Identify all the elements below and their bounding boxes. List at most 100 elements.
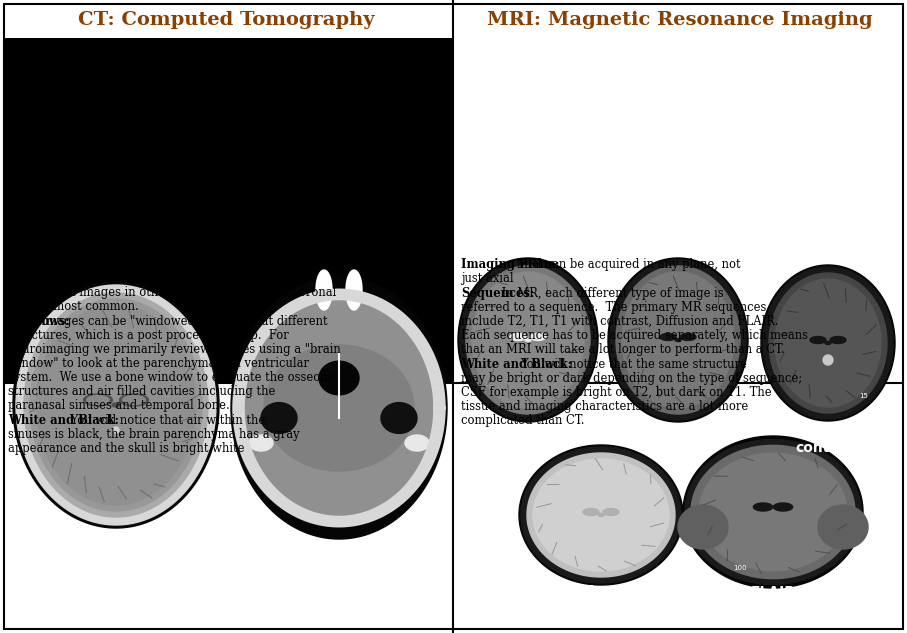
Text: In MR, each different type of image is: In MR, each different type of image is xyxy=(498,287,724,300)
Text: MRI: Magnetic Resonance Imaging: MRI: Magnetic Resonance Imaging xyxy=(487,11,873,29)
Text: appearance and the skull is bright white: appearance and the skull is bright white xyxy=(8,442,245,455)
Polygon shape xyxy=(533,459,669,571)
Text: Windows:: Windows: xyxy=(8,315,70,328)
Text: CT images are acquired only in the axial: CT images are acquired only in the axial xyxy=(60,258,300,271)
Polygon shape xyxy=(319,361,359,395)
Polygon shape xyxy=(823,355,833,365)
Polygon shape xyxy=(264,345,414,471)
Text: Imaging Plane:: Imaging Plane: xyxy=(461,258,560,271)
Text: T2: T2 xyxy=(518,428,538,442)
Text: paranasal sinuses and temporal bone.: paranasal sinuses and temporal bone. xyxy=(8,399,229,412)
Polygon shape xyxy=(603,508,619,515)
Text: T1 with
contrast: T1 with contrast xyxy=(795,425,861,455)
Polygon shape xyxy=(87,396,109,404)
Text: plane.  The axial data set can then be used to: plane. The axial data set can then be us… xyxy=(8,272,274,285)
Text: complicated than CT.: complicated than CT. xyxy=(461,414,584,427)
Polygon shape xyxy=(583,508,599,515)
Text: neuroimaging we primarily review images using a "brain: neuroimaging we primarily review images … xyxy=(8,343,341,356)
Text: are the most common.: are the most common. xyxy=(8,300,139,313)
Polygon shape xyxy=(316,270,332,310)
Polygon shape xyxy=(608,258,748,422)
Polygon shape xyxy=(660,334,676,341)
Polygon shape xyxy=(598,513,604,517)
Text: You will notice that air within the: You will notice that air within the xyxy=(67,414,266,427)
Text: Brain Windows: Brain Windows xyxy=(46,561,186,579)
Text: White and Black:: White and Black: xyxy=(8,414,119,427)
Text: Diffusion: Diffusion xyxy=(566,585,636,599)
Text: Bone Windows: Bone Windows xyxy=(270,561,407,579)
Text: T1: T1 xyxy=(668,428,688,442)
Text: structures, which is a post processing step.  For: structures, which is a post processing s… xyxy=(8,329,288,342)
Polygon shape xyxy=(683,436,863,588)
Text: include T2, T1, T1 with contrast, Diffusion and FLAIR.: include T2, T1, T1 with contrast, Diffus… xyxy=(461,315,778,328)
Polygon shape xyxy=(699,453,847,571)
Polygon shape xyxy=(466,266,590,414)
Polygon shape xyxy=(24,293,208,517)
Text: structures and air filled cavities including the: structures and air filled cavities inclu… xyxy=(8,385,276,398)
Polygon shape xyxy=(231,277,447,539)
Text: referred to a sequence.  The primary MR sequences: referred to a sequence. The primary MR s… xyxy=(461,301,766,314)
Polygon shape xyxy=(83,394,112,406)
Polygon shape xyxy=(249,435,273,451)
Text: 120: 120 xyxy=(609,400,622,406)
Polygon shape xyxy=(530,334,546,341)
Text: sinuses is black, the brain parenchyma has a gray: sinuses is black, the brain parenchyma h… xyxy=(8,428,299,441)
Polygon shape xyxy=(122,396,145,404)
Polygon shape xyxy=(761,265,895,421)
Polygon shape xyxy=(381,403,417,434)
Text: that an MRI will take a lot longer to perform than a CT.: that an MRI will take a lot longer to pe… xyxy=(461,343,785,356)
Polygon shape xyxy=(754,503,773,511)
Polygon shape xyxy=(818,505,868,549)
Polygon shape xyxy=(460,260,596,420)
Polygon shape xyxy=(16,285,216,525)
Polygon shape xyxy=(346,270,362,310)
Polygon shape xyxy=(472,272,584,408)
Polygon shape xyxy=(830,337,846,344)
Polygon shape xyxy=(775,279,881,407)
Polygon shape xyxy=(510,334,526,341)
Text: reconstruct images in other planes, sagittal and coronal: reconstruct images in other planes, sagi… xyxy=(8,286,336,299)
Polygon shape xyxy=(622,272,734,408)
Text: Each sequence has to be acquired separately, which means: Each sequence has to be acquired separat… xyxy=(461,329,808,342)
Polygon shape xyxy=(112,403,120,407)
Text: White and Black:: White and Black: xyxy=(461,358,572,371)
Polygon shape xyxy=(521,447,681,583)
Polygon shape xyxy=(36,305,196,505)
Text: Images can be "windowed" to bring out different: Images can be "windowed" to bring out di… xyxy=(38,315,327,328)
Polygon shape xyxy=(527,453,675,577)
Polygon shape xyxy=(610,260,746,420)
Polygon shape xyxy=(30,299,202,511)
Text: window" to look at the parenchyma and ventricular: window" to look at the parenchyma and ve… xyxy=(8,357,309,370)
Bar xyxy=(4,38,453,383)
Text: tissue and imaging characteristics are a lot more: tissue and imaging characteristics are a… xyxy=(461,400,748,413)
Polygon shape xyxy=(675,339,681,341)
Polygon shape xyxy=(691,446,855,579)
Polygon shape xyxy=(13,282,219,528)
Text: You will notice that the same structure: You will notice that the same structure xyxy=(521,358,747,371)
Polygon shape xyxy=(685,439,861,584)
Text: 100: 100 xyxy=(733,565,746,571)
Polygon shape xyxy=(763,267,893,419)
Text: FLAIR: FLAIR xyxy=(750,585,795,599)
Polygon shape xyxy=(810,337,826,344)
Text: system.  We use a bone window to evaluate the osseous: system. We use a bone window to evaluate… xyxy=(8,371,334,384)
Polygon shape xyxy=(120,394,149,406)
Polygon shape xyxy=(405,435,429,451)
Polygon shape xyxy=(774,503,793,511)
Polygon shape xyxy=(680,334,696,341)
Text: may be bright or dark depending on the type of sequence;: may be bright or dark depending on the t… xyxy=(461,372,802,385)
Polygon shape xyxy=(825,341,831,344)
Text: 15: 15 xyxy=(859,393,868,399)
Polygon shape xyxy=(261,403,297,434)
Text: CSF for example is bright on T2, but dark on T1. The: CSF for example is bright on T2, but dar… xyxy=(461,386,772,399)
Text: Sequences:: Sequences: xyxy=(461,287,534,300)
Polygon shape xyxy=(769,273,887,413)
Polygon shape xyxy=(458,258,598,422)
Text: just axial: just axial xyxy=(461,272,513,285)
Text: 120 n: 120 n xyxy=(112,535,136,544)
Text: Imaging Plane:: Imaging Plane: xyxy=(8,258,106,271)
Polygon shape xyxy=(113,427,119,433)
Polygon shape xyxy=(525,339,531,341)
Text: CT: Computed Tomography: CT: Computed Tomography xyxy=(78,11,375,29)
Polygon shape xyxy=(616,266,740,414)
